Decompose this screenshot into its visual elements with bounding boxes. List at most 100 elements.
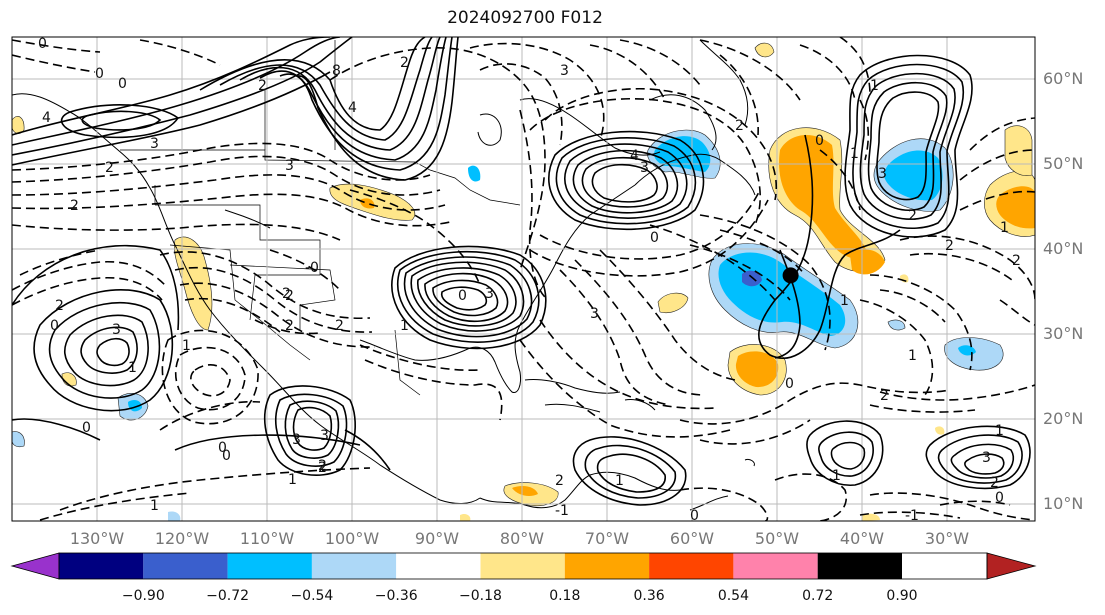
colorbar-segment	[817, 553, 902, 579]
colorbar-tick-label: 0.90	[886, 588, 917, 604]
contour-label: 0	[82, 420, 91, 436]
contour-label: 1	[128, 360, 137, 376]
colorbar-segment	[143, 553, 228, 579]
contour-label: 2	[990, 475, 999, 491]
colorbar-segment	[59, 553, 144, 579]
contour-label: 3	[292, 432, 301, 448]
longitude-label: 100°W	[325, 529, 380, 548]
contour-label: 2	[735, 118, 744, 134]
contour-label: 2	[908, 208, 917, 224]
coastlines	[12, 39, 756, 511]
longitude-label: 80°W	[500, 529, 544, 548]
contour-label: 0	[995, 490, 1004, 506]
shaded-anomaly-fields	[12, 42, 1035, 521]
contour-label: 0	[222, 448, 231, 464]
contour-label: 2	[555, 473, 564, 489]
colorbar-segment	[480, 553, 565, 579]
contour-label: 4	[348, 100, 357, 116]
contour-label: 3	[285, 158, 294, 174]
colorbar-frame	[58, 552, 988, 580]
colorbar-segment	[10, 552, 60, 580]
contour-label: 2	[400, 55, 409, 71]
contour-label: 3	[640, 160, 649, 176]
contour-label: 4	[42, 110, 51, 126]
latitude-label: 20°N	[1043, 409, 1083, 428]
contour-label: 4	[630, 148, 639, 164]
contour-label: 3	[485, 286, 494, 302]
colorbar-tick-labels: −0.90 −0.72 −0.54 −0.36 −0.18 0.18 0.36 …	[122, 588, 918, 604]
contour-label: -0	[305, 260, 319, 276]
contour-label: 1	[832, 468, 841, 484]
contour-label: 1	[182, 338, 191, 354]
solid-contours	[12, 37, 1031, 506]
contour-label: 1	[870, 78, 879, 94]
colorbar-tick-label: −0.54	[290, 588, 333, 604]
contour-label: 1	[288, 472, 297, 488]
latitude-label: 60°N	[1043, 69, 1083, 88]
longitude-label: 110°W	[240, 529, 295, 548]
colorbar-segment	[564, 553, 650, 579]
longitude-label: 70°W	[585, 529, 629, 548]
colorbar-tick-label: −0.90	[122, 588, 165, 604]
contour-label: 2	[285, 318, 294, 334]
contour-label: 1	[400, 318, 409, 334]
dashed-contours	[12, 37, 1035, 521]
contour-label: 1	[850, 146, 859, 162]
longitude-label: 30°W	[925, 529, 969, 548]
longitude-label: 40°W	[840, 529, 884, 548]
contour-label: 0	[785, 376, 794, 392]
contour-label: 2	[335, 318, 344, 334]
colorbar-tick-label: 0.36	[634, 588, 665, 604]
contour-labels: 0 0 4 3 2 2 8 4 3 2 0 2 3 4 3 2 0 3 2 2 …	[38, 37, 1021, 524]
colorbar-tick-label: 0.72	[802, 588, 833, 604]
contour-label: 3	[560, 63, 569, 79]
latitude-label: 10°N	[1043, 494, 1083, 513]
contour-label: 3	[878, 166, 887, 182]
contour-label: 2	[105, 160, 114, 176]
longitude-labels: 130°W 120°W 110°W 100°W 90°W 80°W 70°W 6…	[70, 529, 969, 548]
latitude-labels: 60°N 50°N 40°N 30°N 20°N 10°N	[1043, 69, 1083, 513]
longitude-label: 90°W	[415, 529, 459, 548]
contour-label: 3	[982, 450, 991, 466]
colorbar-segment	[227, 553, 312, 579]
map-title: 2024092700 F012	[447, 8, 603, 28]
contour-label: 2	[318, 458, 327, 474]
contour-label: 1	[615, 473, 624, 489]
colorbar-tick-label: 0.18	[549, 588, 580, 604]
latitude-label: 40°N	[1043, 239, 1083, 258]
colorbar-segment	[649, 553, 734, 579]
contour-label: 3	[112, 322, 121, 338]
contour-label: 2	[282, 286, 291, 302]
colorbar-segment	[311, 553, 397, 579]
longitude-label: 60°W	[670, 529, 714, 548]
contour-label: 1	[995, 423, 1004, 439]
contour-label: 0	[815, 133, 824, 149]
latitude-label: 50°N	[1043, 154, 1083, 173]
contour-label: 2	[1012, 253, 1021, 269]
contour-label: -1	[905, 508, 919, 524]
contour-label: 0	[650, 230, 659, 246]
colorbar-segment	[396, 553, 481, 579]
longitude-label: 120°W	[155, 529, 210, 548]
longitude-label: 130°W	[70, 529, 125, 548]
contour-label: 0	[218, 440, 227, 456]
contour-label: -1	[555, 503, 569, 519]
contour-label: 2	[880, 388, 889, 404]
contour-label: 2	[258, 78, 267, 94]
contour-label: 2	[70, 198, 79, 214]
colorbar: −0.90 −0.72 −0.54 −0.36 −0.18 0.18 0.36 …	[10, 552, 1037, 604]
contour-label: 2	[55, 298, 64, 314]
contour-label: 0	[690, 508, 699, 524]
colorbar-segment	[986, 552, 1037, 580]
colorbar-tick-label: −0.18	[459, 588, 502, 604]
contour-label: 8	[332, 63, 341, 79]
contour-label: 2	[945, 238, 954, 254]
contour-label: 1	[1000, 220, 1009, 236]
longitude-label: 50°W	[755, 529, 799, 548]
grid-lines	[12, 37, 1035, 521]
contour-label: 1	[908, 348, 917, 364]
contour-label: 0	[458, 288, 467, 304]
contour-label: 1	[840, 293, 849, 309]
colorbar-tick-label: 0.54	[718, 588, 749, 604]
colorbar-tick-label: −0.72	[206, 588, 249, 604]
